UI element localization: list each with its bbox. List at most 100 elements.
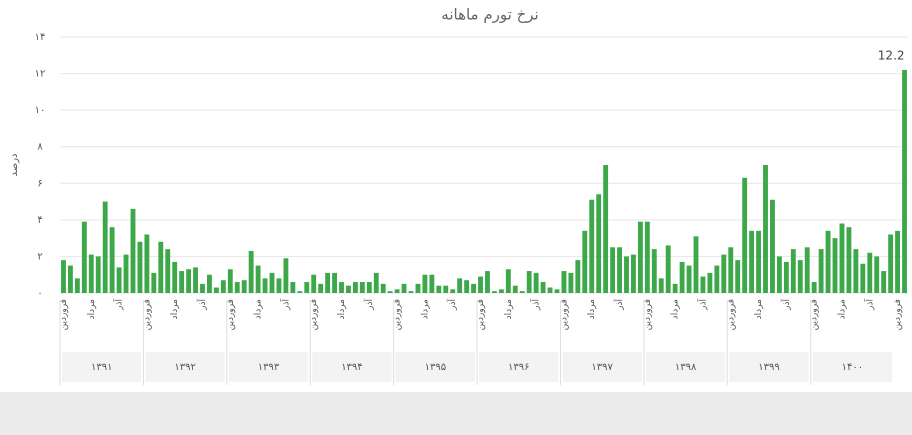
bar [123,254,129,293]
x-tick-label: مرداد [170,299,180,319]
bar [582,230,588,293]
bar [561,271,567,293]
x-tick-label: فروردین [476,299,486,330]
bar [186,269,192,293]
y-tick-label: ۶ [37,178,42,189]
bottom-band [0,392,912,435]
bar [213,287,219,293]
bar [832,238,838,293]
bar [95,256,101,293]
bar [603,165,609,293]
bar [81,221,87,293]
bar [874,256,880,293]
bar [88,254,94,293]
bar [902,69,907,294]
bar [617,247,622,293]
bar [575,260,581,293]
bar [61,260,66,293]
bar [512,285,518,293]
x-tick-label: فروردین [559,299,569,330]
x-tick-label: فروردین [393,299,403,330]
x-tick-label: مرداد [671,299,681,319]
bar [776,256,782,293]
x-group-label: ۱۳۹۸ [675,362,697,373]
bar [130,208,136,293]
bar [881,271,887,293]
x-tick-label: مرداد [837,299,847,319]
x-group-label: ۱۳۹۱ [91,362,112,373]
x-tick-label: فروردین [810,299,820,330]
bar [749,230,755,293]
bar [394,289,400,293]
bar [498,289,504,293]
bar [721,254,727,293]
bar [415,283,421,293]
x-tick-label: مرداد [87,299,97,319]
bar [436,285,442,293]
bar [853,249,859,293]
bar [742,177,748,293]
x-tick-label: آذر [780,299,792,311]
x-tick-label: مرداد [254,299,264,319]
y-axis-label: درصد [9,153,20,176]
bar [846,227,852,293]
bar [207,274,212,293]
y-tick-label: ۱۲ [35,69,46,80]
bar [179,271,185,293]
bar [74,278,80,293]
bar [839,223,845,293]
bar [895,230,901,293]
group-box [645,352,726,382]
x-tick-label: فروردین [59,299,69,330]
bar [568,272,574,293]
group-box [729,352,809,382]
y-tick-label: ۱۰ [35,105,46,116]
bar [200,283,205,293]
x-tick-label: آذر [696,299,708,311]
bar [255,265,261,293]
x-group-label: ۱۳۹۵ [425,362,446,373]
bar [491,291,497,293]
x-group-label: ۱۳۹۷ [591,362,613,373]
bar [700,276,706,293]
bar [505,269,511,293]
x-tick-label: مرداد [420,299,430,319]
group-box [395,352,476,382]
bar [637,221,643,293]
bar [193,267,198,293]
bar [318,283,324,293]
bar [457,278,463,293]
bar [408,291,414,293]
bar [825,230,831,293]
x-tick-label: آذر [530,299,542,311]
bar [151,272,157,293]
x-tick-label: فروردین [309,299,319,330]
bar [631,254,636,293]
bar [422,274,428,293]
bar [165,249,171,293]
bar [658,278,664,293]
bar [770,199,775,293]
bar [540,282,546,293]
bar [269,272,275,293]
bar [471,283,477,293]
y-tick-label: ۸ [37,142,43,153]
bar [714,265,720,293]
x-tick-label: آذر [613,299,625,311]
x-tick-label: آذر [363,299,375,311]
bar [297,291,303,293]
group-box [62,352,142,382]
x-tick-label: فروردین [226,299,236,330]
bar [276,278,282,293]
bar [464,280,470,293]
bar [102,201,108,293]
x-group-label: ۱۳۹۹ [758,362,779,373]
bar [137,241,143,293]
bar [867,252,873,293]
x-group-label: ۱۳۹۶ [508,362,529,373]
bar [651,249,657,293]
x-tick-label: فروردین [726,299,736,330]
bar [373,272,379,293]
bar [172,261,178,293]
